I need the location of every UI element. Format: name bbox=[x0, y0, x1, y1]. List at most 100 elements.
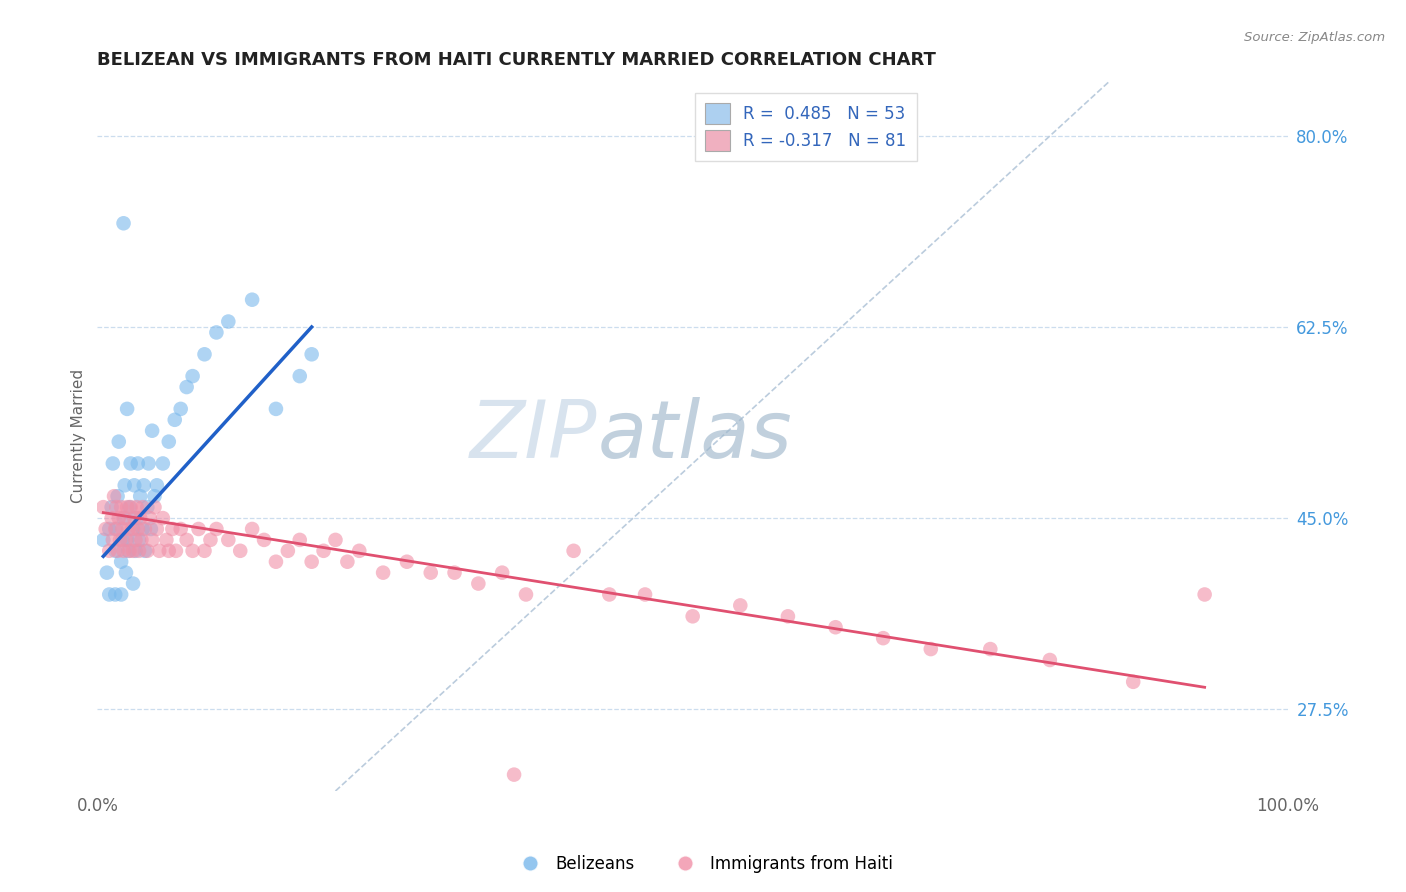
Point bbox=[193, 347, 215, 361]
Point bbox=[312, 544, 335, 558]
Point bbox=[1039, 653, 1062, 667]
Point bbox=[634, 587, 657, 601]
Point bbox=[107, 489, 129, 503]
Y-axis label: Currently Married: Currently Married bbox=[72, 369, 86, 503]
Point bbox=[128, 544, 150, 558]
Point bbox=[111, 522, 134, 536]
Point bbox=[139, 522, 162, 536]
Point bbox=[920, 642, 942, 657]
Point bbox=[776, 609, 799, 624]
Point bbox=[598, 587, 620, 601]
Point bbox=[121, 522, 143, 536]
Point bbox=[200, 533, 222, 547]
Point bbox=[152, 457, 174, 471]
Point bbox=[134, 522, 156, 536]
Point bbox=[136, 500, 159, 515]
Point bbox=[253, 533, 276, 547]
Point bbox=[515, 587, 537, 601]
Point bbox=[229, 544, 252, 558]
Point bbox=[118, 544, 141, 558]
Point bbox=[155, 533, 177, 547]
Point bbox=[170, 401, 193, 416]
Point bbox=[979, 642, 1001, 657]
Point bbox=[157, 434, 180, 449]
Point bbox=[115, 566, 138, 580]
Point bbox=[163, 413, 186, 427]
Point bbox=[730, 599, 752, 613]
Point bbox=[107, 511, 129, 525]
Point bbox=[101, 457, 124, 471]
Point bbox=[325, 533, 347, 547]
Point bbox=[824, 620, 846, 634]
Point bbox=[111, 533, 134, 547]
Text: atlas: atlas bbox=[598, 397, 792, 475]
Point bbox=[170, 522, 193, 536]
Point bbox=[141, 424, 163, 438]
Point bbox=[288, 533, 311, 547]
Text: ZIP: ZIP bbox=[470, 397, 598, 475]
Point bbox=[132, 478, 155, 492]
Point bbox=[118, 500, 141, 515]
Point bbox=[129, 511, 152, 525]
Point bbox=[108, 533, 131, 547]
Point bbox=[122, 511, 145, 525]
Point bbox=[146, 522, 169, 536]
Point bbox=[112, 216, 135, 230]
Point bbox=[117, 522, 139, 536]
Point bbox=[112, 511, 135, 525]
Point bbox=[872, 631, 894, 645]
Point bbox=[104, 522, 127, 536]
Point bbox=[100, 511, 122, 525]
Point bbox=[120, 457, 142, 471]
Point bbox=[131, 500, 153, 515]
Point bbox=[91, 533, 114, 547]
Point bbox=[107, 544, 129, 558]
Point bbox=[277, 544, 299, 558]
Point bbox=[91, 500, 114, 515]
Point bbox=[162, 522, 184, 536]
Point bbox=[139, 511, 162, 525]
Point bbox=[110, 500, 132, 515]
Point bbox=[107, 434, 129, 449]
Point bbox=[336, 555, 359, 569]
Point bbox=[205, 326, 228, 340]
Point bbox=[115, 533, 138, 547]
Point bbox=[105, 500, 128, 515]
Point bbox=[122, 576, 145, 591]
Point bbox=[349, 544, 371, 558]
Point bbox=[395, 555, 418, 569]
Point bbox=[127, 457, 149, 471]
Point bbox=[115, 401, 138, 416]
Point bbox=[301, 347, 323, 361]
Point bbox=[240, 522, 263, 536]
Point bbox=[114, 478, 136, 492]
Point bbox=[104, 544, 127, 558]
Point bbox=[131, 533, 153, 547]
Point bbox=[128, 533, 150, 547]
Text: Source: ZipAtlas.com: Source: ZipAtlas.com bbox=[1244, 31, 1385, 45]
Point bbox=[125, 500, 148, 515]
Point bbox=[96, 566, 118, 580]
Legend: R =  0.485   N = 53, R = -0.317   N = 81: R = 0.485 N = 53, R = -0.317 N = 81 bbox=[695, 94, 917, 161]
Point bbox=[98, 544, 121, 558]
Point bbox=[181, 544, 204, 558]
Point bbox=[1194, 587, 1216, 601]
Point bbox=[101, 533, 124, 547]
Point bbox=[217, 314, 239, 328]
Text: BELIZEAN VS IMMIGRANTS FROM HAITI CURRENTLY MARRIED CORRELATION CHART: BELIZEAN VS IMMIGRANTS FROM HAITI CURREN… bbox=[97, 51, 936, 69]
Point bbox=[124, 544, 146, 558]
Point bbox=[467, 576, 489, 591]
Point bbox=[288, 369, 311, 384]
Point bbox=[110, 587, 132, 601]
Point bbox=[301, 555, 323, 569]
Point bbox=[217, 533, 239, 547]
Point bbox=[141, 533, 163, 547]
Point bbox=[120, 500, 142, 515]
Point bbox=[419, 566, 441, 580]
Point bbox=[122, 544, 145, 558]
Point bbox=[165, 544, 187, 558]
Point bbox=[146, 478, 169, 492]
Point bbox=[125, 511, 148, 525]
Point bbox=[115, 533, 138, 547]
Point bbox=[100, 500, 122, 515]
